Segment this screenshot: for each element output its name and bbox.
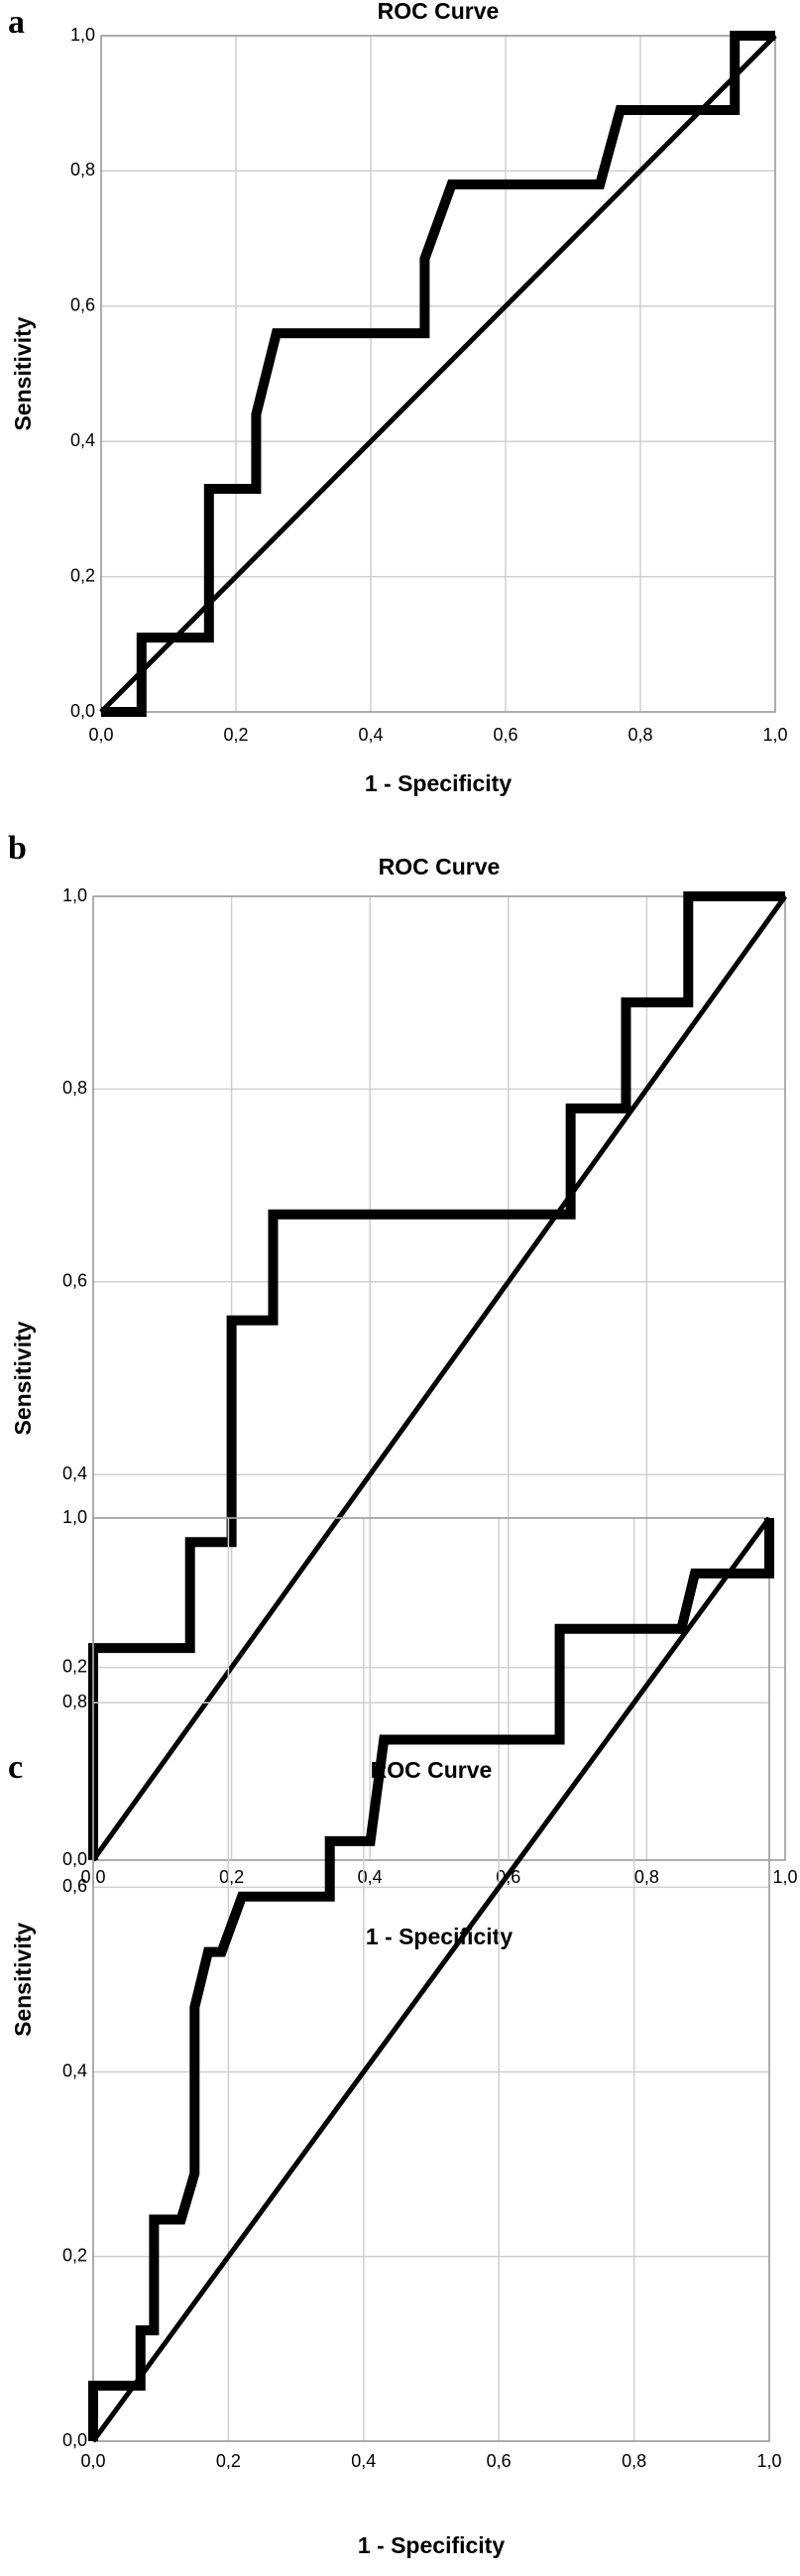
chart-panel: b ROC Curve 1 - Specificity Sensitivity 0,0 0… xyxy=(8,830,798,1949)
panel-label: c xyxy=(8,1749,23,1786)
x-tick-label: 0,8 xyxy=(628,725,652,745)
y-tick-label: 0,2 xyxy=(62,1656,87,1676)
y-tick-label: 0,8 xyxy=(62,1692,87,1711)
x-tick-label: 0,8 xyxy=(634,1867,659,1887)
reference-line xyxy=(90,894,788,1862)
x-axis-label: 1 - Specificity xyxy=(358,2532,505,2558)
x-axis-label: 1 - Specificity xyxy=(365,770,512,796)
y-tick-label: 0,0 xyxy=(70,701,95,721)
x-tick-label: 0,8 xyxy=(622,2451,646,2471)
roc-curve xyxy=(88,1518,774,2441)
plot-frame xyxy=(92,895,786,1861)
y-axis-label: Sensitivity xyxy=(10,316,36,430)
chart-title: ROC Curve xyxy=(371,1757,493,1783)
x-tick-label: 0,4 xyxy=(358,725,383,745)
y-tick-label: 0,6 xyxy=(70,295,95,315)
panel-label: b xyxy=(8,830,27,867)
chart-title: ROC Curve xyxy=(379,854,501,879)
y-tick-label: 0,4 xyxy=(62,1464,87,1483)
roc-curve xyxy=(88,891,785,1860)
x-tick-label: 0,0 xyxy=(80,2451,105,2471)
y-tick-label: 1,0 xyxy=(70,25,95,45)
reference-line xyxy=(90,1516,772,2443)
y-tick-label: 0,2 xyxy=(70,565,95,585)
y-tick-label: 0,0 xyxy=(62,1849,87,1869)
x-tick-label: 1,0 xyxy=(756,2451,781,2471)
x-tick-label: 0,2 xyxy=(223,725,248,745)
plot-frame xyxy=(92,1517,770,2442)
x-axis-label: 1 - Specificity xyxy=(366,1924,513,1949)
x-tick-label: 0,0 xyxy=(88,725,113,745)
plot-frame xyxy=(100,35,776,713)
x-tick-label: 0,6 xyxy=(487,2451,512,2471)
x-tick-label: 0,6 xyxy=(493,725,517,745)
x-tick-label: 1,0 xyxy=(772,1867,797,1887)
chart-title: ROC Curve xyxy=(378,0,500,24)
y-tick-label: 0,4 xyxy=(70,430,95,450)
y-tick-label: 0,6 xyxy=(62,1876,87,1896)
panel-label: a xyxy=(8,4,25,41)
chart-panel: a ROC Curve 1 - Specificity Sensitivity 0,0 0… xyxy=(8,0,788,796)
reference-line xyxy=(99,34,777,714)
y-tick-label: 0,6 xyxy=(62,1271,87,1291)
y-tick-label: 0,4 xyxy=(62,2060,87,2080)
y-axis-label: Sensitivity xyxy=(10,1923,36,2037)
y-tick-label: 1,0 xyxy=(62,1507,87,1527)
y-axis-label: Sensitivity xyxy=(10,1321,36,1435)
x-tick-label: 0,4 xyxy=(351,2451,376,2471)
x-tick-label: 1,0 xyxy=(762,725,787,745)
x-tick-label: 0,4 xyxy=(358,1867,383,1887)
x-tick-label: 0,2 xyxy=(216,2451,241,2471)
y-tick-label: 0,2 xyxy=(62,2246,87,2266)
y-tick-label: 0,8 xyxy=(62,1078,87,1098)
y-tick-label: 0,8 xyxy=(70,160,95,179)
y-tick-label: 1,0 xyxy=(62,885,87,905)
y-tick-label: 0,0 xyxy=(62,2430,87,2450)
x-tick-label: 0,2 xyxy=(219,1867,244,1887)
